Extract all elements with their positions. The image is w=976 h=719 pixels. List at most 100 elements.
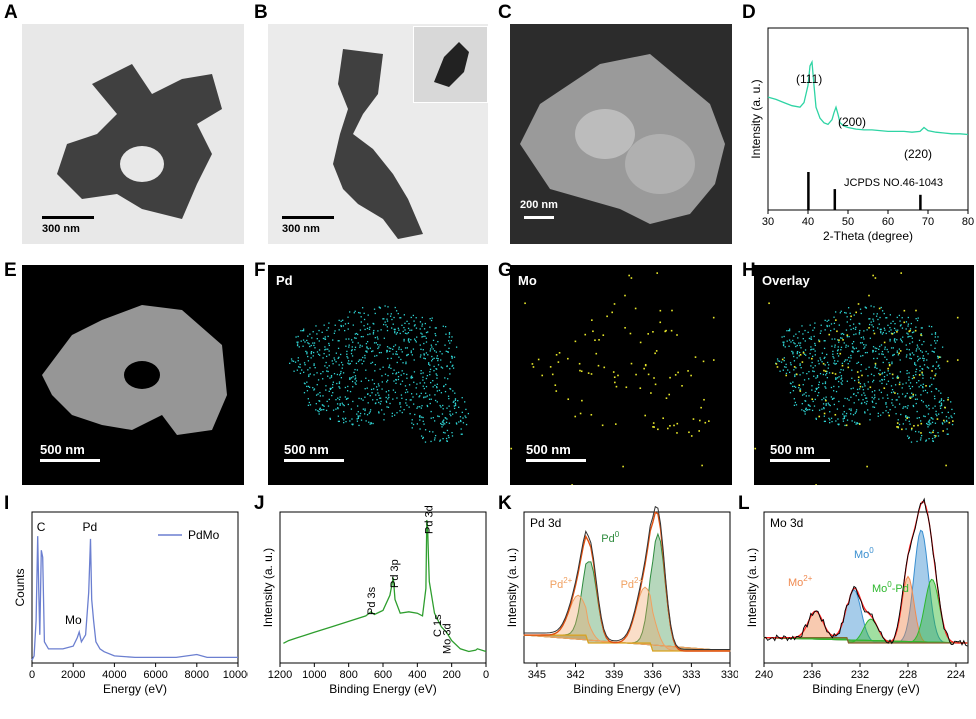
pd-signal-dot	[832, 355, 834, 358]
pd-signal-dot	[363, 413, 366, 415]
pd-signal-dot	[415, 387, 417, 389]
pd-signal-dot	[937, 435, 940, 437]
pd-signal-dot	[339, 372, 342, 375]
pd-signal-dot	[392, 323, 394, 325]
pd-signal-dot	[454, 392, 456, 394]
mo-signal-dot	[878, 307, 881, 310]
pd-signal-dot	[920, 437, 922, 439]
pd-signal-dot	[434, 333, 436, 335]
pd-signal-dot	[307, 342, 309, 344]
pd-signal-dot	[907, 316, 909, 319]
pd-signal-dot	[370, 362, 372, 365]
pd-signal-dot	[393, 345, 395, 348]
pd-signal-dot	[330, 376, 333, 378]
pd-signal-dot	[923, 359, 925, 362]
pd-signal-dot	[927, 421, 930, 423]
pd-signal-dot	[936, 340, 938, 342]
pd-signal-dot	[901, 387, 903, 389]
pd-signal-dot	[329, 377, 331, 379]
pd-signal-dot	[440, 406, 442, 408]
pd-signal-dot	[427, 354, 429, 356]
pd-signal-dot	[887, 351, 889, 353]
pd-signal-dot	[883, 327, 886, 329]
pd-signal-dot	[431, 358, 434, 361]
pd-signal-dot	[877, 412, 879, 415]
pd-signal-dot	[853, 333, 855, 336]
pd-signal-dot	[908, 420, 910, 422]
pd-signal-dot	[340, 361, 343, 364]
pd-signal-dot	[294, 361, 297, 363]
pd-signal-dot	[444, 377, 446, 379]
pd-signal-dot	[377, 392, 379, 394]
pd-signal-dot	[928, 422, 931, 424]
pd-signal-dot	[440, 392, 443, 394]
pd-signal-dot	[422, 376, 424, 378]
pd-signal-dot	[850, 396, 852, 398]
pd-signal-dot	[930, 417, 932, 419]
mo-signal-dot	[861, 374, 863, 377]
pd-signal-dot	[428, 430, 431, 433]
pd-signal-dot	[448, 332, 451, 334]
pd-signal-dot	[449, 368, 451, 370]
pd-signal-dot	[934, 336, 937, 338]
pd-signal-dot	[358, 397, 360, 400]
pd-signal-dot	[802, 351, 805, 353]
pd-signal-dot	[840, 368, 842, 371]
pd-signal-dot	[356, 418, 358, 420]
mo-signal-dot	[613, 376, 616, 379]
pd-signal-dot	[782, 341, 784, 343]
pd-signal-dot	[815, 387, 817, 390]
mo-signal-dot	[920, 422, 923, 425]
pd-signal-dot	[841, 332, 844, 335]
pd-signal-dot	[404, 385, 407, 387]
pd-signal-dot	[798, 351, 801, 354]
pd-signal-dot	[399, 403, 401, 405]
pd-signal-dot	[351, 380, 354, 383]
mo-signal-dot	[644, 414, 647, 417]
x-tick-label: 80	[962, 216, 974, 228]
pd2-3d5-component	[523, 586, 731, 652]
pd-signal-dot	[323, 405, 325, 407]
pd-signal-dot	[327, 375, 329, 377]
pd-signal-dot	[810, 365, 812, 367]
pd-signal-dot	[804, 400, 806, 402]
pd-signal-dot	[364, 357, 366, 359]
pd-signal-dot	[318, 408, 321, 410]
pd-signal-dot	[445, 383, 447, 386]
pd-signal-dot	[885, 402, 887, 404]
pd-signal-dot	[809, 405, 811, 407]
pd-signal-dot	[410, 377, 412, 379]
pd-signal-dot	[826, 377, 829, 379]
pd-signal-dot	[857, 379, 860, 381]
pd-signal-dot	[344, 386, 347, 389]
pd-signal-dot	[444, 432, 446, 434]
pd-signal-dot	[916, 398, 918, 400]
mo-signal-dot	[859, 385, 862, 388]
pd-signal-dot	[407, 327, 410, 330]
eds-map-pd: Pd 500 nm	[268, 265, 488, 485]
pd-signal-dot	[410, 393, 413, 395]
pd-signal-dot	[804, 408, 807, 410]
pd-signal-dot	[906, 332, 908, 334]
pd-signal-dot	[374, 355, 376, 357]
pd-signal-dot	[309, 373, 311, 375]
pd-signal-dot	[928, 424, 930, 426]
pd-signal-dot	[845, 312, 847, 314]
pd-signal-dot	[790, 383, 792, 385]
pd-signal-dot	[872, 320, 875, 322]
pd-signal-dot	[918, 416, 920, 419]
pd-signal-dot	[946, 428, 948, 430]
pd-signal-dot	[357, 411, 359, 413]
pd-signal-dot	[845, 415, 847, 417]
pd-signal-dot	[372, 422, 374, 425]
pd-signal-dot	[885, 383, 888, 385]
pd-signal-dot	[934, 436, 936, 439]
pd-signal-dot	[422, 437, 424, 440]
mo-signal-dot	[921, 371, 923, 374]
pd-signal-dot	[423, 382, 426, 384]
pd-signal-dot	[843, 411, 845, 413]
pd-signal-dot	[327, 370, 329, 373]
fit-envelope-line	[524, 511, 730, 652]
pd-signal-dot	[368, 328, 371, 330]
mo-signal-dot	[634, 307, 637, 310]
